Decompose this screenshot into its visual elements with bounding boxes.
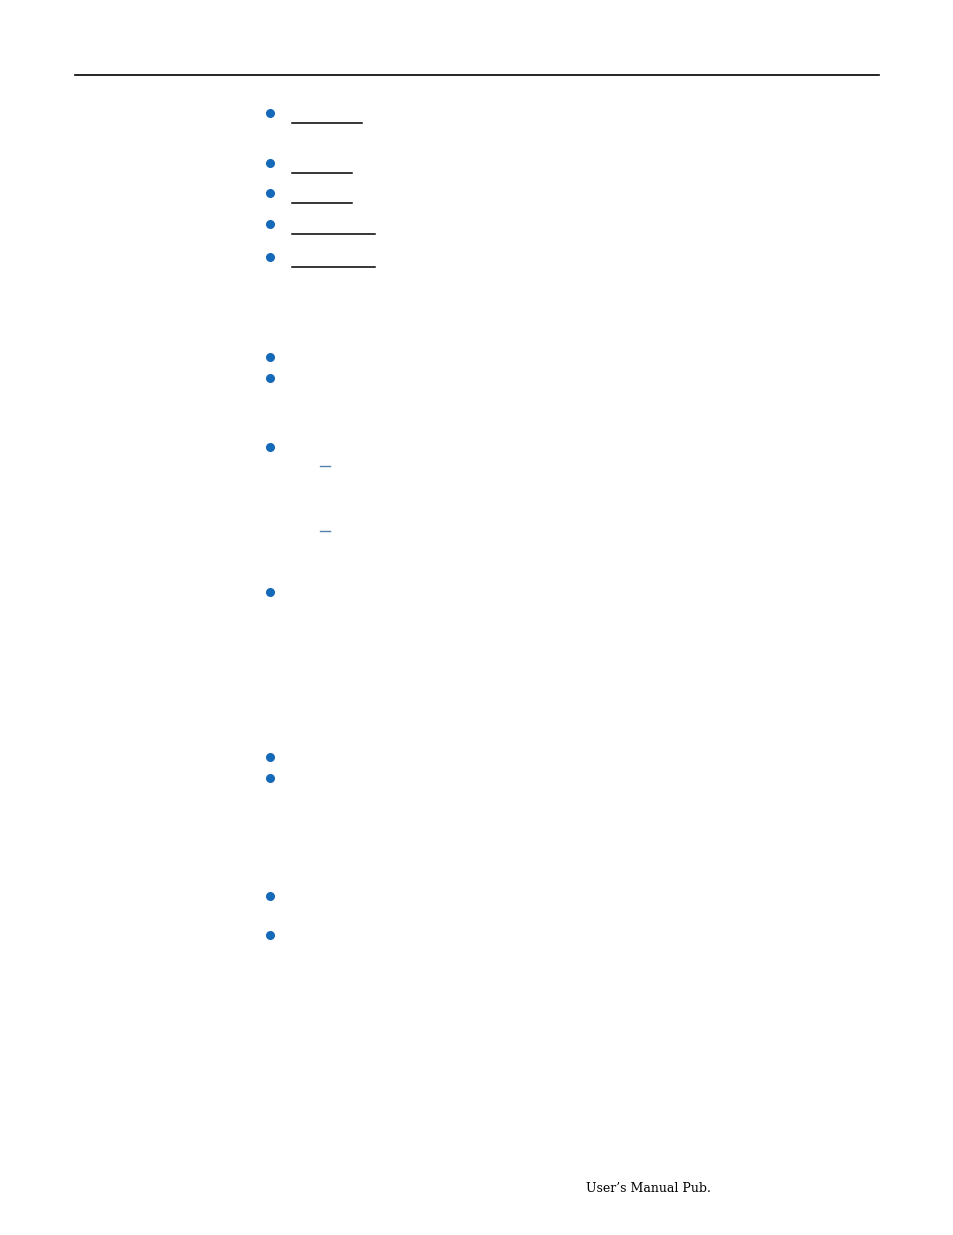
Text: User’s Manual Pub.: User’s Manual Pub. — [585, 1182, 710, 1194]
